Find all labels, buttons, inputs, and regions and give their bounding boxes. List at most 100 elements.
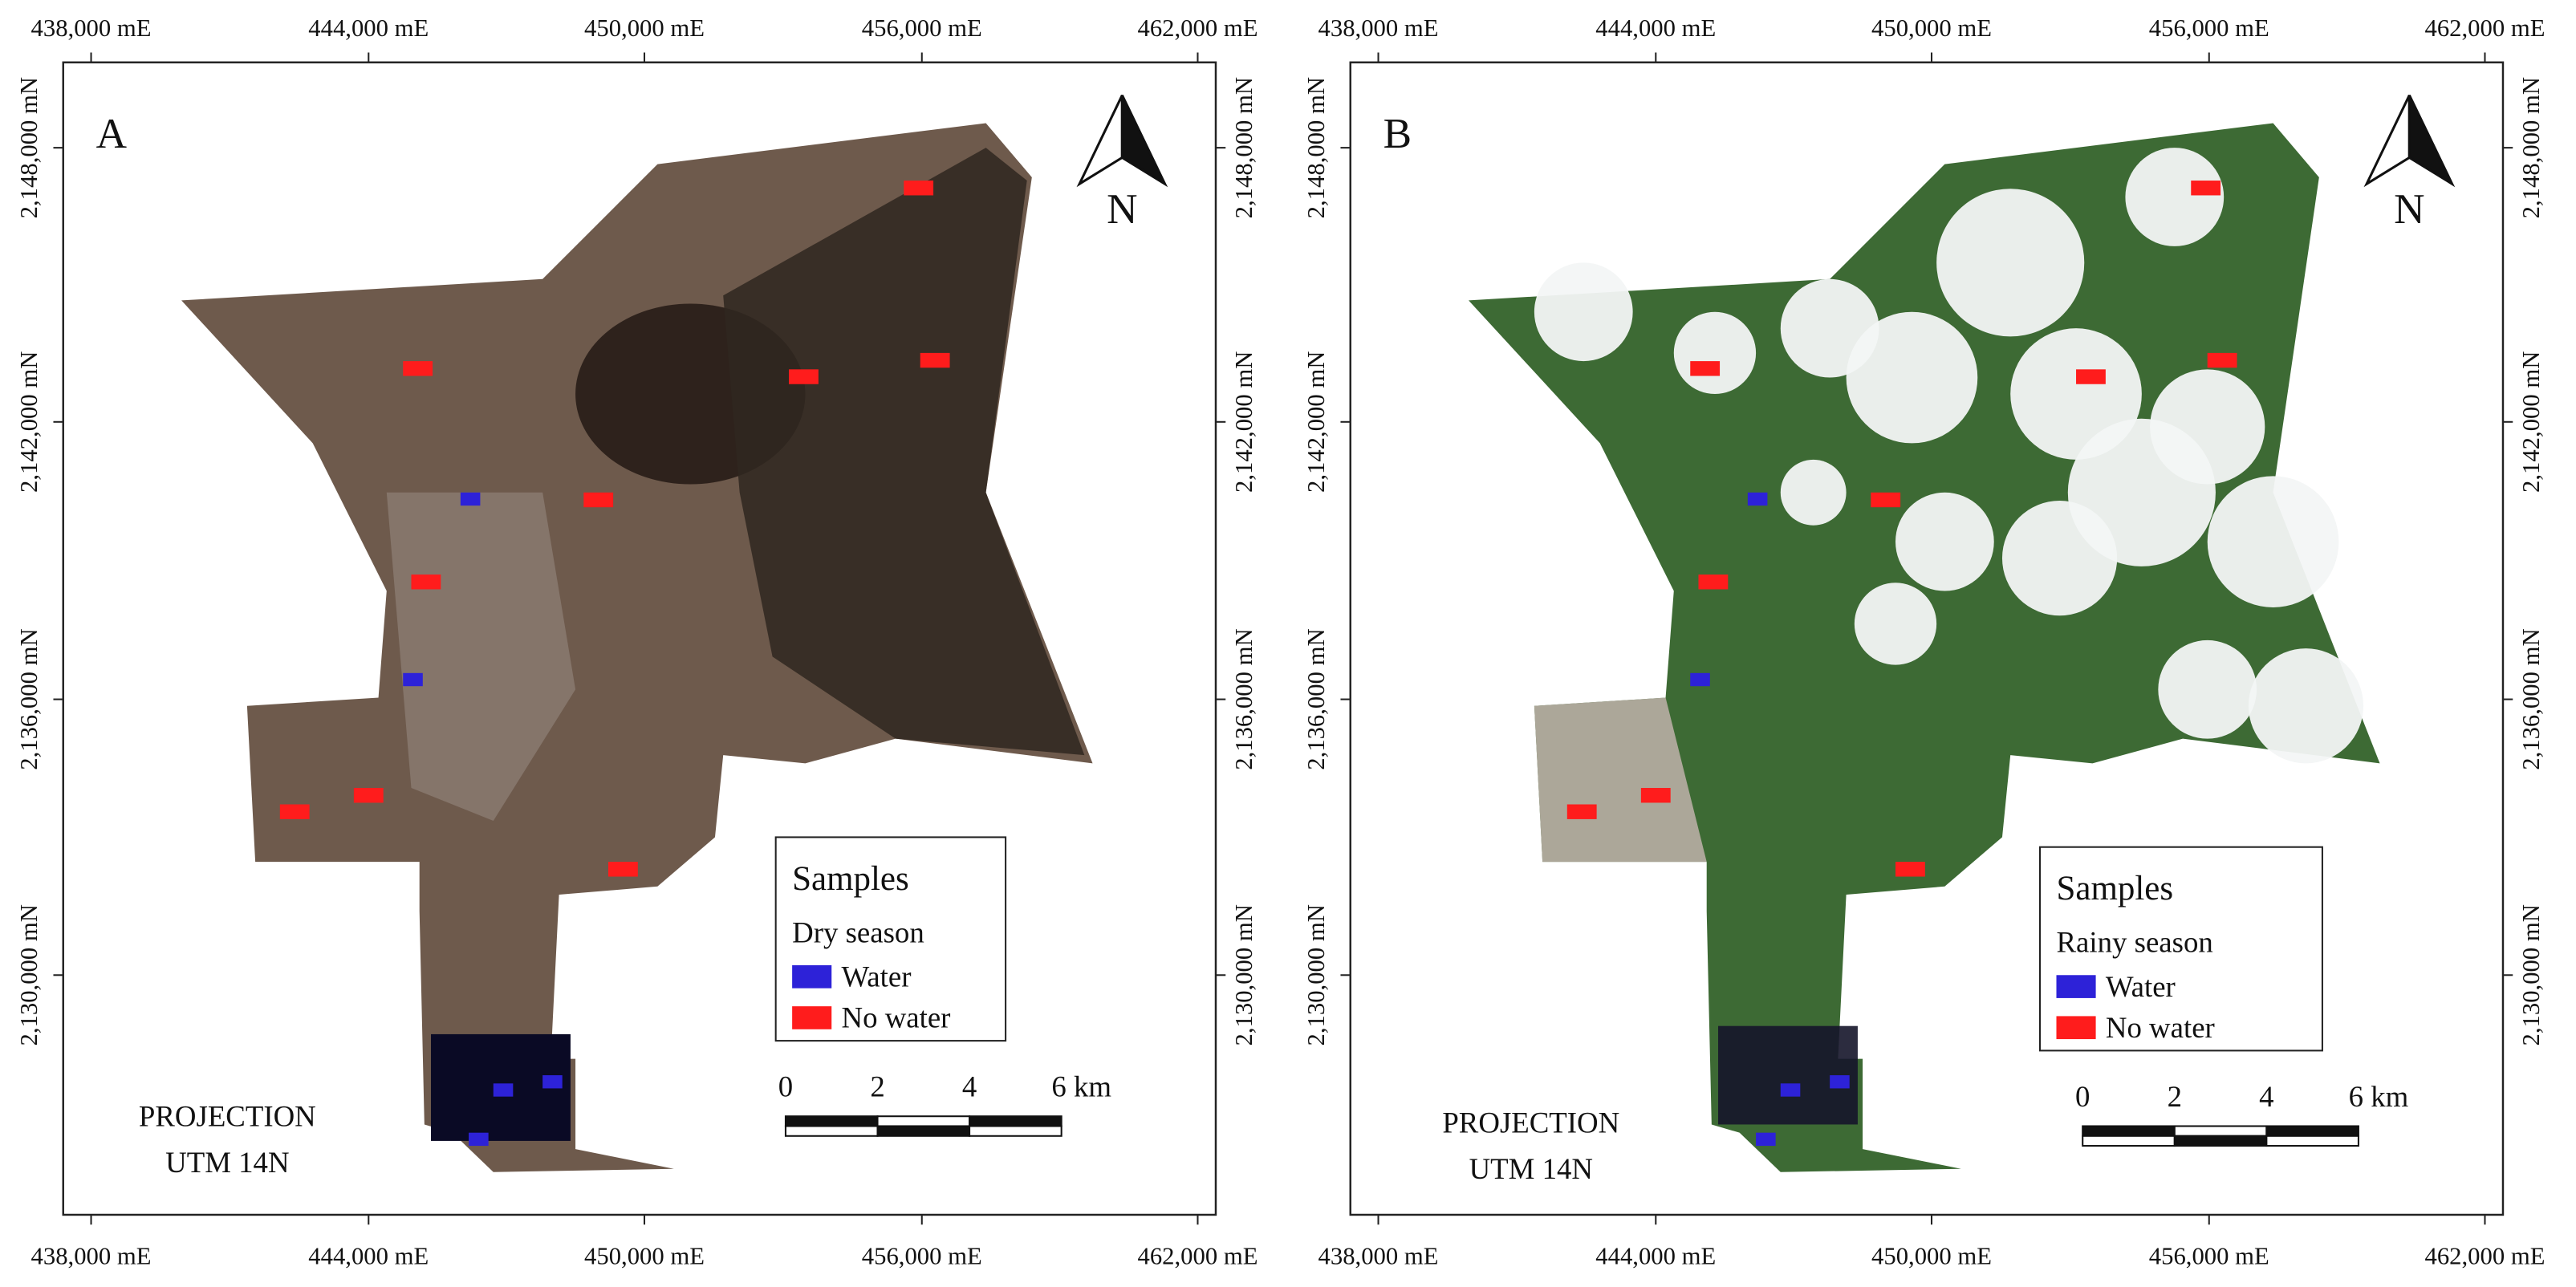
sample-patch xyxy=(403,672,423,687)
sample-patch xyxy=(1756,1132,1776,1147)
cloud xyxy=(1534,262,1633,362)
y-tick-label: 2,148,000 mN xyxy=(15,77,43,218)
sample-patch xyxy=(583,492,614,508)
cloud xyxy=(1936,189,2085,337)
y-tick-label: 2,148,000 mN xyxy=(1302,77,1330,218)
sample-patch xyxy=(460,492,481,506)
sample-patch xyxy=(469,1132,489,1147)
x-tick-label: 438,000 mE xyxy=(31,14,152,42)
sample-patch xyxy=(1895,862,1925,877)
sample-patch xyxy=(1566,804,1597,819)
x-tick-label: 456,000 mE xyxy=(862,14,982,42)
sample-patch xyxy=(607,862,638,877)
y-tick-label: 2,136,000 mN xyxy=(1302,628,1330,769)
scale-bar xyxy=(784,1115,879,1127)
sample-patch xyxy=(1690,361,1721,376)
scale-label: 6 km xyxy=(2349,1080,2409,1113)
x-tick-label: 462,000 mE xyxy=(1137,1242,1258,1269)
sample-patch xyxy=(920,352,950,368)
x-tick-label: 438,000 mE xyxy=(31,1242,152,1269)
x-tick-label: 450,000 mE xyxy=(584,14,705,42)
scale-bar xyxy=(2173,1125,2268,1137)
y-tick-label: 2,142,000 mN xyxy=(1230,351,1258,493)
sample-patch xyxy=(2207,352,2237,368)
y-tick-label: 2,136,000 mN xyxy=(2517,628,2545,769)
scale-label: 4 xyxy=(962,1070,977,1103)
cloud xyxy=(2125,148,2225,246)
x-tick-label: 456,000 mE xyxy=(2149,1242,2269,1269)
cloud xyxy=(1780,459,1847,526)
panel-label: B xyxy=(1383,110,1412,157)
x-tick-label: 444,000 mE xyxy=(1595,14,1716,42)
cloud xyxy=(1854,583,1937,665)
projection-text: PROJECTION xyxy=(139,1100,316,1133)
sample-patch xyxy=(2191,181,2221,196)
x-tick-label: 438,000 mE xyxy=(1318,1242,1439,1269)
cloud xyxy=(2158,639,2257,739)
north-arrow xyxy=(1120,94,1168,188)
cloud xyxy=(1673,311,1757,395)
scale-bar xyxy=(969,1125,1062,1137)
projection-text: UTM 14N xyxy=(1469,1152,1593,1185)
scale-label: 6 km xyxy=(1051,1070,1111,1103)
scale-bar xyxy=(876,1115,971,1127)
sample-patch xyxy=(2076,369,2106,384)
y-tick-label: 2,142,000 mN xyxy=(15,351,43,493)
x-tick-label: 456,000 mE xyxy=(2149,14,2269,42)
x-tick-label: 456,000 mE xyxy=(862,1242,982,1269)
legend-title: Samples xyxy=(2056,870,2173,907)
sample-patch xyxy=(1780,1083,1801,1097)
scale-bar xyxy=(876,1125,971,1137)
north-arrow xyxy=(2407,94,2456,188)
x-tick-label: 450,000 mE xyxy=(1871,1242,1992,1269)
sample-patch xyxy=(1747,492,1768,506)
legend-swatch xyxy=(792,965,832,989)
sample-patch xyxy=(789,369,819,384)
cloud xyxy=(2150,369,2265,485)
sample-patch xyxy=(279,804,310,819)
y-tick-label: 2,142,000 mN xyxy=(1302,351,1330,493)
sample-patch xyxy=(411,574,441,590)
scale-bar xyxy=(2265,1135,2359,1147)
y-tick-label: 2,136,000 mN xyxy=(1230,628,1258,769)
scale-bar xyxy=(969,1115,1062,1127)
legend-label: Water xyxy=(2106,970,2176,1003)
x-tick-label: 444,000 mE xyxy=(1595,1242,1716,1269)
dark-terrain xyxy=(723,148,1085,756)
y-tick-label: 2,142,000 mN xyxy=(2517,351,2545,493)
sample-patch xyxy=(1640,788,1671,803)
projection-text: PROJECTION xyxy=(1442,1106,1619,1139)
sample-patch xyxy=(353,788,384,803)
map-panel: 438,000 mE 438,000 mE 444,000 mE 444,000 mE… xyxy=(1302,14,2545,1269)
x-tick-label: 462,000 mE xyxy=(2424,14,2545,42)
sample-patch xyxy=(403,361,433,376)
y-tick-label: 2,148,000 mN xyxy=(1230,77,1258,218)
sample-patch xyxy=(1690,672,1710,687)
scale-label: 0 xyxy=(778,1070,793,1103)
north-label: N xyxy=(2394,185,2424,233)
scale-label: 2 xyxy=(2168,1080,2182,1113)
cloud xyxy=(2248,648,2364,764)
north-label: N xyxy=(1107,185,1137,233)
legend-swatch xyxy=(792,1006,832,1029)
legend-label: No water xyxy=(2106,1011,2215,1044)
legend-label: Water xyxy=(842,960,912,993)
scale-label: 0 xyxy=(2075,1080,2090,1113)
panel-label: A xyxy=(96,110,128,157)
sample-patch xyxy=(904,181,934,196)
legend-label: No water xyxy=(842,1001,951,1034)
sample-patch xyxy=(1871,492,1901,508)
sample-patch xyxy=(1830,1075,1850,1089)
sample-patch xyxy=(542,1075,563,1089)
scale-bar xyxy=(784,1125,879,1137)
cloud xyxy=(1846,311,1978,444)
x-tick-label: 450,000 mE xyxy=(1871,14,1992,42)
scale-label: 2 xyxy=(870,1070,884,1103)
y-tick-label: 2,136,000 mN xyxy=(15,628,43,769)
legend-title: Samples xyxy=(792,860,909,898)
legend-subtitle: Dry season xyxy=(792,916,924,948)
scale-bar xyxy=(2082,1125,2176,1137)
sample-patch xyxy=(1698,574,1729,590)
